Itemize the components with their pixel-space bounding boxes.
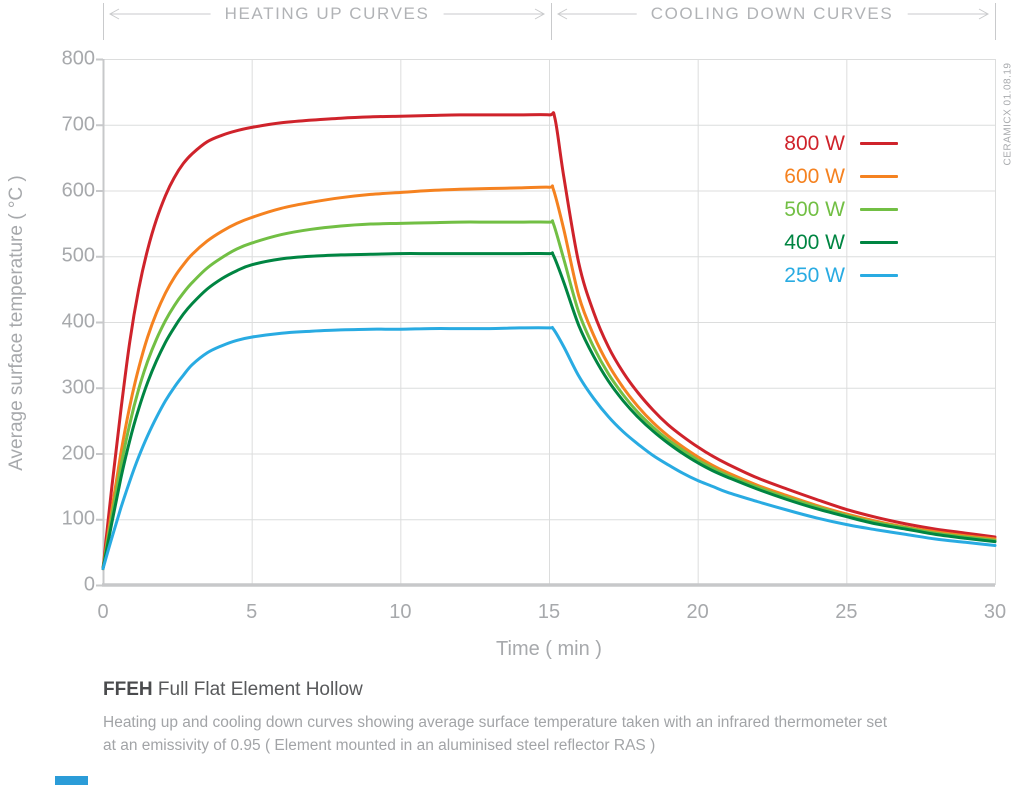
cooling-section-label: COOLING DOWN CURVES [636,4,908,24]
legend-item-400w: 400 W [733,226,898,259]
y-tick-label-800: 800 [61,47,95,70]
legend-line-swatch [860,208,898,211]
legend-item-600w: 600 W [733,160,898,193]
legend-label: 800 W [784,131,845,155]
page-corner-brand-mark [55,776,88,785]
x-tick-label-25: 25 [835,601,858,623]
legend-item-800w: 800 W [733,127,898,160]
curve-500w [101,219,997,571]
arrow-head-left-icon [108,8,120,20]
product-name: Full Flat Element Hollow [157,679,363,700]
curve-250w [101,325,997,571]
curve-800w [101,111,997,571]
y-tick-label-600: 600 [61,179,95,201]
axes [96,58,995,587]
grid-lines [103,59,996,586]
legend-line-swatch [860,274,898,277]
product-code: FFEH [103,679,153,700]
product-title: FFEH Full Flat Element Hollow [103,679,983,701]
y-tick-label-400: 400 [61,310,95,333]
arrow-head-left-icon [556,8,568,20]
y-tick-label-700: 700 [61,113,95,136]
y-tick-label-500: 500 [61,244,95,267]
curve-400w [101,251,997,571]
legend-label: 600 W [784,164,845,188]
legend-label: 400 W [784,230,845,254]
legend-line-swatch [860,241,898,244]
legend-label: 500 W [784,197,845,221]
chart-footer: FFEH Full Flat Element Hollow Heating up… [103,679,983,757]
description-line-1: Heating up and cooling down curves showi… [103,714,888,731]
y-tick-label-200: 200 [61,442,95,464]
arrow-head-right-icon [978,8,990,20]
arrow-head-right-icon [534,8,546,20]
x-axis-title: Time ( min ) [496,638,602,660]
chart-description: Heating up and cooling down curves showi… [103,711,983,757]
x-tick-label-30: 30 [983,601,1007,623]
data-curves [101,111,997,571]
legend-item-500w: 500 W [733,193,898,226]
y-axis-title: Average surface temperature ( °C ) [6,175,27,471]
y-tick-label-0: 0 [83,573,95,596]
chart-legend: 800 W 600 W 500 W 400 W 250 W [733,127,898,292]
legend-line-swatch [860,175,898,178]
curve-600w [101,184,997,571]
legend-line-swatch [860,142,898,145]
y-tick-label-300: 300 [61,376,95,399]
chart-canvas [96,3,997,587]
description-line-2: at an emissivity of 0.95 ( Element mount… [103,737,656,754]
heating-section-label: HEATING UP CURVES [210,4,444,24]
legend-item-250w: 250 W [733,259,898,292]
x-tick-label-10: 10 [389,601,412,623]
legend-label: 250 W [784,263,845,287]
watermark-text: CERAMICX 01.08.19 [1002,62,1014,166]
x-tick-label-0: 0 [97,601,109,623]
x-tick-label-20: 20 [686,601,709,623]
x-tick-label-5: 5 [246,601,258,623]
x-tick-label-15: 15 [537,601,561,623]
y-tick-label-100: 100 [61,507,95,530]
